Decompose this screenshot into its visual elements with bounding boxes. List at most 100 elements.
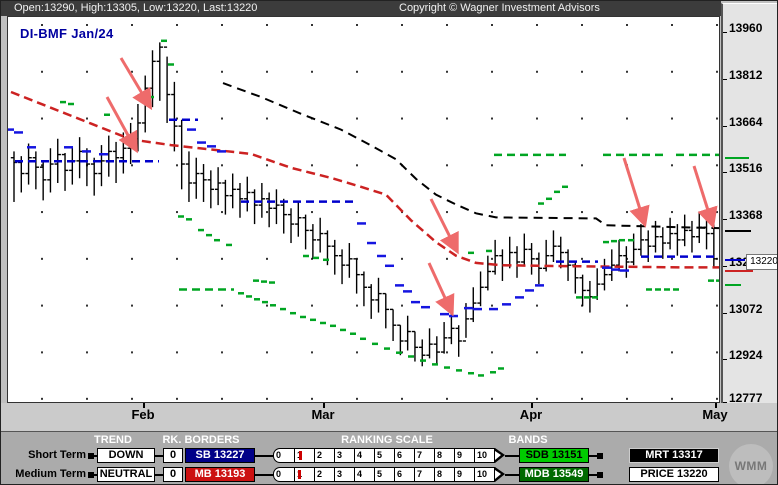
ranking-scale-cell: 5 xyxy=(374,449,394,462)
grid-dot xyxy=(671,164,673,167)
ranking-scale-cell: 2 xyxy=(314,468,334,481)
grid-dot xyxy=(716,70,718,73)
grid-dot xyxy=(221,164,223,167)
grid-dot xyxy=(311,164,313,167)
grid-dot xyxy=(446,211,448,214)
ranking-indicator-tick xyxy=(299,451,302,460)
grid-dot xyxy=(176,164,178,167)
chart-plot-area[interactable]: DI-BMF Jan/24 xyxy=(7,16,720,403)
ranking-scale-cell: 1 xyxy=(294,449,314,462)
ranking-scale-cell: 4 xyxy=(354,468,374,481)
annotation-arrow-icon xyxy=(119,57,153,111)
grid-dot xyxy=(41,117,43,120)
grid-dot xyxy=(221,351,223,354)
month-label-apr: Apr xyxy=(519,407,543,422)
grid-dot xyxy=(446,257,448,260)
grid-dot xyxy=(356,164,358,167)
ranking-scale-cell: 0 xyxy=(276,469,282,479)
y-axis-label: 12777 xyxy=(729,391,763,405)
grid-dot xyxy=(536,24,538,26)
grid-dot xyxy=(131,164,133,167)
medium-term-ranking-scale: 0 12345678910 xyxy=(273,467,495,482)
connector-wire xyxy=(589,474,597,476)
grid-dot xyxy=(221,257,223,260)
ranking-scale-cell: 9 xyxy=(454,449,474,462)
connector-wire xyxy=(88,474,97,476)
y-axis-label: 13960 xyxy=(729,21,763,35)
medium-term-border-box: MB 13193 xyxy=(185,467,255,482)
grid-dot xyxy=(266,70,268,73)
ranking-scale-cell: 2 xyxy=(314,449,334,462)
month-label-feb: Feb xyxy=(131,407,155,422)
grid-dot xyxy=(86,304,88,307)
grid-dot xyxy=(266,24,268,26)
grid-dot xyxy=(176,211,178,214)
y-axis-label: 13516 xyxy=(729,161,763,176)
ranking-scale-cell: 9 xyxy=(454,468,474,481)
chart-canvas[interactable] xyxy=(8,17,719,402)
grid-dot xyxy=(221,24,223,26)
connector-wire xyxy=(255,474,273,476)
grid-dot xyxy=(491,24,493,26)
grid-dot xyxy=(716,211,718,214)
grid-dot xyxy=(716,304,718,307)
y-axis-tick xyxy=(723,402,727,403)
short-term-trend-box: DOWN xyxy=(97,448,155,463)
grid-dot xyxy=(41,24,43,26)
grid-dot xyxy=(221,397,223,400)
mdb-band-axis-mark xyxy=(725,157,749,159)
grid-dot xyxy=(446,351,448,354)
grid-dot xyxy=(626,70,628,73)
grid-dot xyxy=(671,70,673,73)
grid-dot xyxy=(446,397,448,400)
grid-dot xyxy=(41,397,43,400)
connector-wire xyxy=(505,474,519,476)
indicator-panel: TREND RK. BORDERS RANKING SCALE BANDS Sh… xyxy=(1,431,777,484)
header-bands: BANDS xyxy=(508,434,548,446)
medium-term-row: Medium Term NEUTRAL 0 MB 13193 0 12345678… xyxy=(1,467,777,482)
price-axis-panel: 13960 13812 13664 13516 13368 13220 13072 12924… xyxy=(721,3,777,405)
grid-dot xyxy=(671,24,673,26)
grid-dot xyxy=(626,211,628,214)
month-tick xyxy=(323,403,325,408)
connector-wire xyxy=(255,455,273,457)
grid-dot xyxy=(176,117,178,120)
y-axis-label: 13368 xyxy=(729,208,763,223)
grid-dot xyxy=(41,304,43,307)
y-axis-tick xyxy=(723,32,727,33)
month-tick xyxy=(715,403,717,408)
short-term-label: Short Term xyxy=(28,449,86,461)
quote-title-bar: Open:13290, High:13305, Low:13220, Last:… xyxy=(1,1,721,16)
grid-dot xyxy=(491,164,493,167)
y-axis-tick xyxy=(723,219,727,221)
month-label-mar: Mar xyxy=(311,407,335,422)
grid-dot xyxy=(131,304,133,307)
symbol-label: DI-BMF Jan/24 xyxy=(20,26,114,41)
ranking-scale-cell: 1 xyxy=(294,468,314,481)
connector-square xyxy=(597,453,603,459)
ranking-scale-cell: 10 xyxy=(474,449,494,462)
grid-dot xyxy=(176,304,178,307)
grid-dot xyxy=(131,70,133,73)
grid-dot xyxy=(176,24,178,26)
grid-dot xyxy=(86,257,88,260)
grid-dot xyxy=(311,24,313,26)
grid-dot xyxy=(401,117,403,120)
y-axis-tick xyxy=(723,125,727,127)
grid-dot xyxy=(311,397,313,400)
grid-dot xyxy=(311,257,313,260)
grid-dot xyxy=(626,397,628,400)
grid-dot xyxy=(311,304,313,307)
y-axis-tick xyxy=(723,172,727,174)
scale-arrow-tip-inner xyxy=(495,451,501,460)
grid-dot xyxy=(446,70,448,73)
grid-dot xyxy=(356,70,358,73)
ranking-scale-cell: 8 xyxy=(434,468,454,481)
medium-term-trend-box: NEUTRAL xyxy=(97,467,155,482)
grid-dot xyxy=(131,24,133,26)
grid-dot xyxy=(266,117,268,120)
mrt-line-axis-mark xyxy=(725,230,751,232)
grid-dot xyxy=(401,257,403,260)
grid-dot xyxy=(626,351,628,354)
